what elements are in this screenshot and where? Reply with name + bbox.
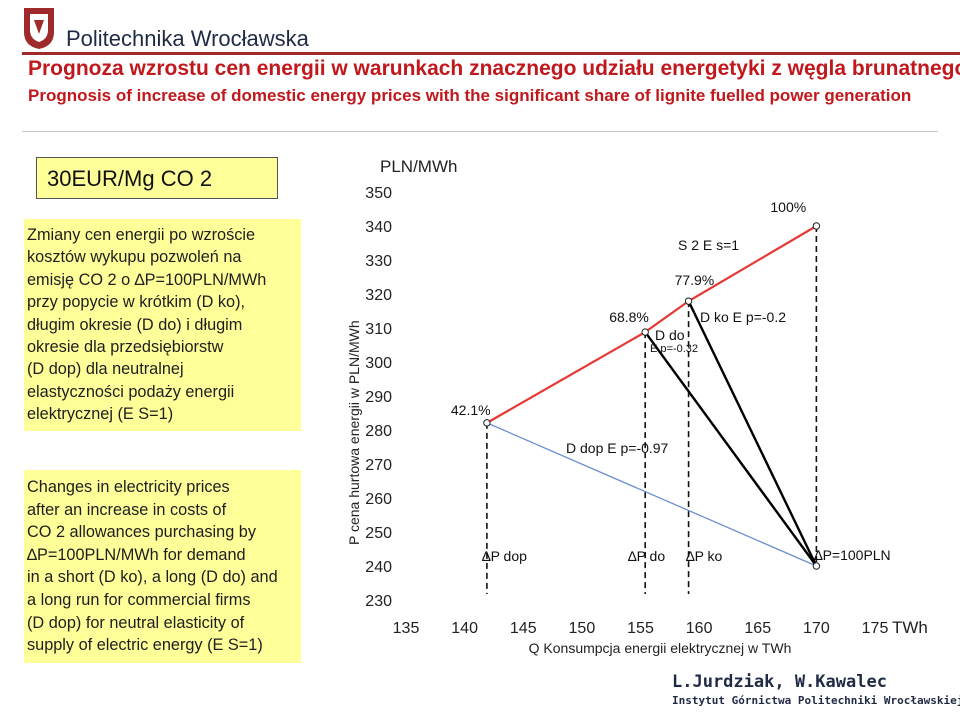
y-tick-label: 240 [365, 559, 392, 576]
university-logo [24, 8, 54, 49]
label-dp-dop: ∆P dop [482, 548, 527, 564]
x-tick-label: 165 [744, 620, 771, 637]
y-tick-label: 270 [365, 457, 392, 474]
y-axis-label: P cena hurtowa energii w PLN/MWh [346, 320, 362, 545]
label-dp-ko: ∆P ko [686, 548, 723, 564]
label-ddo-ep: E p=-0.32 [650, 343, 698, 355]
label-dp-total: ∆P=100PLN [814, 547, 891, 563]
percent-label: 100% [770, 199, 806, 215]
y-tick-label: 300 [365, 355, 392, 372]
label-s2: S 2 E s=1 [678, 237, 739, 253]
page-subtitle: Prognosis of increase of domestic energy… [28, 86, 912, 105]
series-line [486, 225, 817, 424]
header-divider [22, 52, 960, 55]
label-dp-do: ∆P do [628, 548, 665, 564]
data-point [812, 562, 821, 570]
y-tick-label: 290 [365, 389, 392, 406]
x-tick-label: 140 [451, 620, 478, 637]
authors: L.Jurdziak, W.Kawalec [672, 672, 887, 692]
y-tick-label: 320 [365, 287, 392, 304]
x-tick-label: 150 [569, 620, 596, 637]
price-chart: PLN/MWh P cena hurtowa energii w PLN/MWh… [346, 157, 928, 656]
description-pl: Zmiany cen energii po wzroście kosztów w… [24, 219, 301, 431]
y-tick-label: 350 [365, 185, 392, 202]
y-tick-label: 330 [365, 253, 392, 270]
y-tick-label: 260 [365, 491, 392, 508]
y-tick-label: 340 [365, 219, 392, 236]
x-tick-label: 175 [862, 620, 889, 637]
x-tick-label: 145 [510, 620, 537, 637]
institute: Instytut Górnictwa Politechniki Wrocławs… [672, 694, 960, 707]
series-line [644, 331, 818, 567]
x-tick-label: 160 [686, 620, 713, 637]
university-name: Politechnika Wrocławska [66, 26, 309, 51]
title-separator [22, 131, 938, 132]
label-ddo: D do [655, 327, 685, 343]
x-tick-label: 135 [393, 620, 420, 637]
percent-label: 42.1% [451, 402, 491, 418]
y-unit-label: PLN/MWh [380, 157, 457, 176]
x-tick-label: 170 [803, 620, 830, 637]
data-point [483, 419, 491, 427]
y-tick-label: 310 [365, 321, 392, 338]
x-tick-label: 155 [627, 620, 654, 637]
label-dko: D ko E p=-0.2 [700, 309, 786, 325]
y-tick-label: 230 [365, 593, 392, 610]
data-point [684, 297, 693, 305]
data-point [641, 328, 649, 336]
x-axis-label: Q Konsumpcja energii elektrycznej w TWh [529, 640, 792, 656]
percent-label: 68.8% [609, 309, 649, 325]
label-ddop: D dop E p=-0.97 [566, 440, 669, 456]
series-line [486, 422, 817, 567]
percent-label: 77.9% [675, 272, 715, 288]
series-line [687, 300, 818, 567]
description-en: Changes in electricity prices after an i… [24, 470, 301, 663]
data-point [812, 222, 821, 230]
x-unit-label: TWh [892, 618, 928, 637]
page-title: Prognoza wzrostu cen energii w warunkach… [28, 57, 960, 80]
y-tick-label: 280 [365, 423, 392, 440]
y-tick-label: 250 [365, 525, 392, 542]
price-box: 30EUR/Mg CO 2 [36, 157, 278, 199]
